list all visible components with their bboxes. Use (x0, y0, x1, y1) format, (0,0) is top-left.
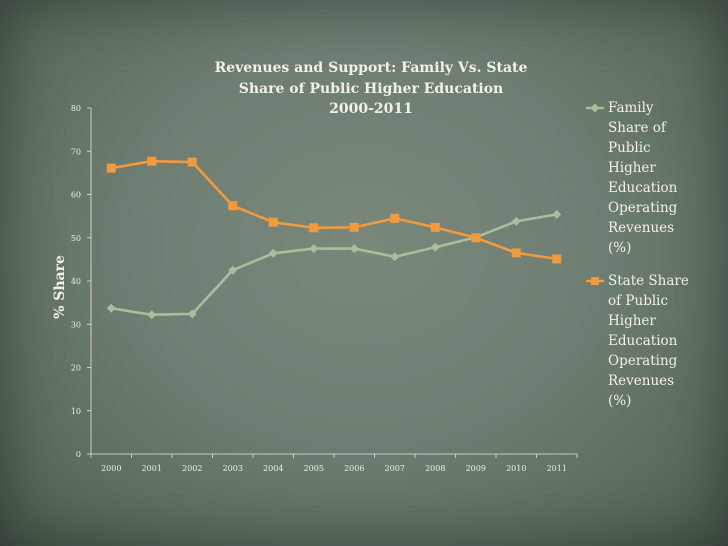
x-tick-label: 2000 (101, 464, 121, 473)
data-point (228, 265, 238, 275)
data-point (349, 222, 359, 232)
data-point (552, 254, 562, 264)
chart-title: Revenues and Support: Family Vs. State S… (215, 60, 528, 117)
y-tick-label: 0 (76, 450, 81, 459)
data-point (309, 244, 319, 254)
y-tick-label: 20 (71, 364, 81, 373)
x-tick-label: 2002 (182, 464, 202, 473)
data-point (552, 209, 562, 219)
data-point (430, 222, 440, 232)
x-tick-label: 2008 (425, 464, 445, 473)
legend-label-line: State Share (608, 273, 689, 289)
data-point (147, 310, 157, 320)
legend-label-line: Higher (608, 313, 656, 329)
legend: Family Share of Public Higher Education Opera… (586, 100, 689, 409)
data-point (106, 163, 116, 173)
legend-marker (591, 277, 599, 285)
data-point (511, 216, 521, 226)
data-point (390, 213, 400, 223)
legend-label-line: Operating (608, 353, 678, 369)
legend-entry-2: State Share of Public Higher Education Opera… (586, 273, 689, 409)
data-point (511, 248, 521, 258)
legend-label-line: Revenues (608, 373, 674, 389)
series-line (111, 159, 557, 261)
legend-label-line: Public (608, 140, 651, 156)
series-layer (106, 156, 562, 320)
legend-label-line: Operating (608, 200, 678, 216)
x-tick-label: 2004 (263, 464, 283, 473)
data-point (147, 156, 157, 166)
x-tick-label: 2003 (223, 464, 243, 473)
y-tick-label: 30 (71, 320, 81, 329)
legend-marker (590, 103, 600, 113)
legend-label-line: (%) (608, 240, 631, 256)
data-point (187, 157, 197, 167)
data-point (106, 303, 116, 313)
y-tick-label: 60 (71, 191, 81, 200)
legend-label-line: (%) (608, 393, 631, 409)
data-point (430, 242, 440, 252)
x-tick-label: 2010 (506, 464, 526, 473)
x-tick-label: 2006 (344, 464, 364, 473)
chart-title-line-2: Share of Public Higher Education (239, 81, 504, 97)
data-point (268, 248, 278, 258)
axes: 0 10 20 30 40 50 60 70 80 2000 2001 2002 2003 2004 200… (71, 104, 578, 473)
legend-label-line: of Public (608, 293, 668, 309)
legend-label-line: Share of (608, 120, 667, 136)
y-tick-label: 10 (71, 407, 81, 416)
legend-label-line: Education (608, 180, 678, 196)
legend-label-line: Higher (608, 160, 656, 176)
chart-title-line-3: 2000-2011 (329, 101, 413, 117)
data-point (309, 223, 319, 233)
x-tick-label: 2009 (466, 464, 486, 473)
legend-label-line: Revenues (608, 220, 674, 236)
legend-label-line: Family (608, 100, 654, 116)
y-axis-label: % Share (52, 255, 68, 319)
data-point (228, 201, 238, 211)
series-2 (106, 156, 562, 264)
legend-label-line: Education (608, 333, 678, 349)
data-point (268, 217, 278, 227)
y-tick-label: 50 (71, 234, 81, 243)
y-tick-label: 40 (71, 277, 81, 286)
series-line (111, 213, 557, 317)
data-point (187, 309, 197, 319)
y-tick-label: 80 (71, 104, 81, 113)
chart-title-line-1: Revenues and Support: Family Vs. State (215, 60, 528, 76)
x-tick-label: 2007 (385, 464, 405, 473)
data-point (349, 244, 359, 254)
data-point (471, 233, 481, 243)
x-tick-label: 2011 (547, 464, 567, 473)
data-point (390, 252, 400, 262)
y-tick-label: 70 (71, 147, 81, 156)
x-tick-label: 2005 (304, 464, 324, 473)
x-tick-label: 2001 (142, 464, 162, 473)
legend-entry-1: Family Share of Public Higher Education Opera… (586, 100, 678, 256)
